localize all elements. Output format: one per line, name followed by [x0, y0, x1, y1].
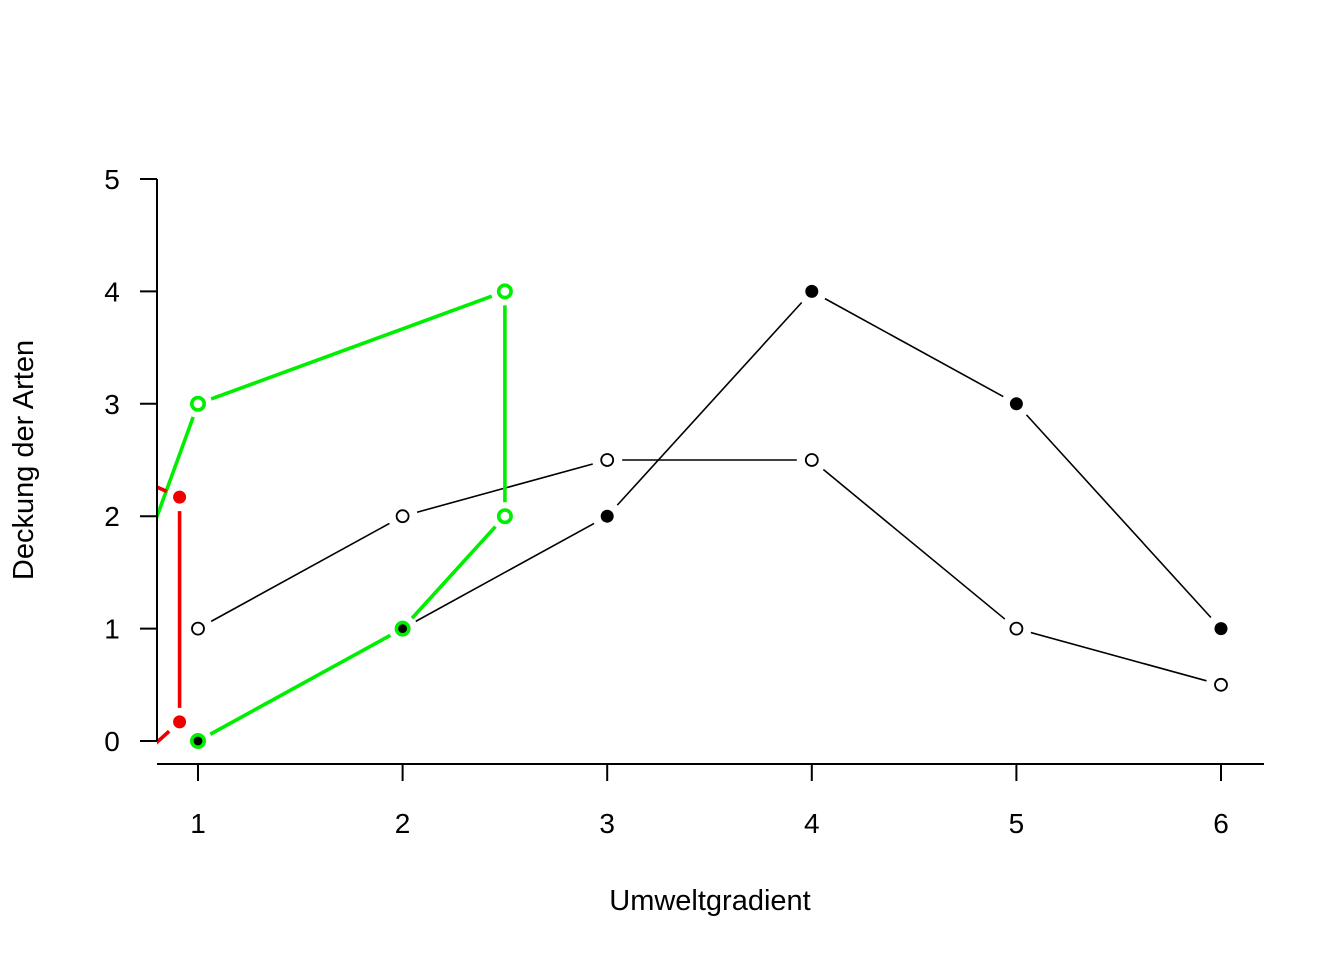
x-tick-label: 1 [190, 808, 206, 839]
series-segment [209, 633, 392, 736]
data-point [190, 732, 207, 749]
data-point [89, 454, 102, 467]
y-tick-label: 3 [104, 389, 120, 420]
series-segment [157, 416, 195, 522]
data-point [600, 509, 614, 523]
data-point [395, 509, 410, 524]
series-2 [191, 453, 1228, 692]
series-segment [415, 522, 595, 623]
y-tick-label: 1 [104, 614, 120, 645]
series-segment [824, 297, 1004, 398]
data-point [173, 715, 187, 729]
x-tick-label: 6 [1213, 808, 1229, 839]
y-tick-label: 2 [104, 501, 120, 532]
data-point [805, 284, 819, 298]
data-point [600, 453, 615, 467]
x-tick-label: 5 [1009, 808, 1025, 839]
data-point [89, 791, 102, 804]
data-point [1009, 397, 1023, 411]
y-tick-label: 5 [104, 164, 120, 195]
data-point [804, 453, 819, 467]
series-segment [157, 729, 171, 745]
y-tick-label: 4 [104, 276, 120, 307]
data-point [90, 679, 102, 691]
series-segment [1030, 631, 1207, 682]
series-segment [1025, 414, 1212, 619]
data-point [1214, 622, 1228, 636]
data-point [1009, 621, 1024, 636]
y-axis-title: Deckung der Arten [8, 340, 40, 580]
x-tick-label: 3 [599, 808, 615, 839]
series-segment [210, 294, 493, 401]
data-point [496, 283, 513, 300]
data-point [394, 620, 411, 637]
axes: 0 1 2 3 4 5 1 2 3 4 5 6 [104, 164, 1264, 839]
series-segment [822, 468, 1006, 620]
series-segment [210, 522, 390, 623]
data-point [496, 508, 513, 525]
series-1 [191, 284, 1228, 748]
x-axis-title: Umweltgradient [609, 885, 810, 917]
series-3 [90, 283, 513, 749]
data-point [191, 621, 205, 636]
data-point [1214, 677, 1228, 692]
data-point [173, 490, 187, 504]
y-tick-label: 0 [104, 726, 120, 757]
data-point [190, 395, 207, 412]
x-tick-label: 4 [804, 808, 820, 839]
x-tick-label: 2 [395, 808, 411, 839]
series-segment [157, 485, 168, 494]
series-segment [410, 525, 497, 620]
series-layer [89, 283, 1228, 804]
series-segment [616, 301, 803, 506]
